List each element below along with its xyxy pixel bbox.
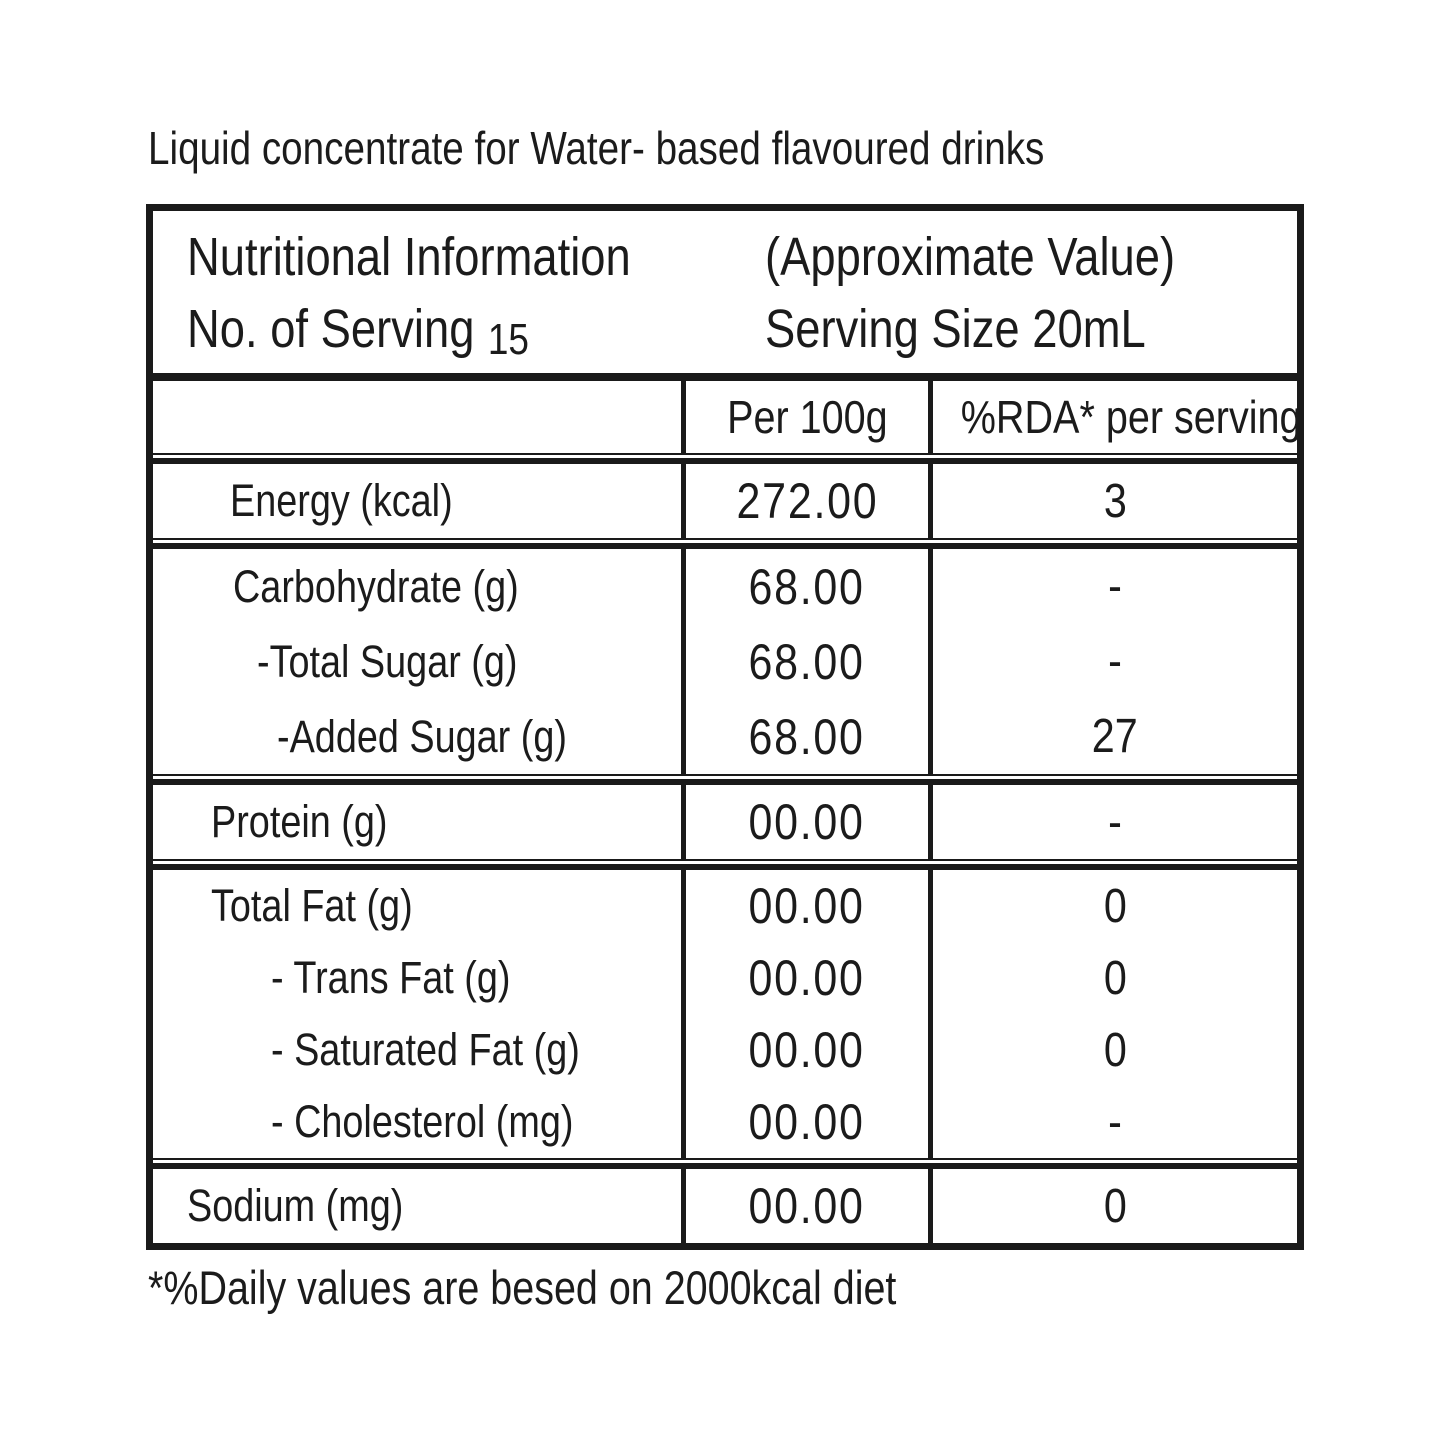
- per100g-value: 00.00: [681, 942, 928, 1014]
- column-header-item: [153, 381, 681, 453]
- per100g-value: 68.00: [681, 624, 928, 699]
- nutrient-label: -Added Sugar (g): [277, 710, 567, 762]
- daily-values-footnote-text: *%Daily values are besed on 2000kcal die…: [148, 1261, 897, 1314]
- rda-value: -: [928, 785, 1297, 859]
- product-description: Liquid concentrate for Water- based flav…: [148, 122, 1215, 174]
- per100g-value: 68.00: [681, 549, 928, 624]
- per100g-value: 00.00: [681, 785, 928, 859]
- nutrient-label: - Saturated Fat (g): [271, 1024, 580, 1075]
- nutrient-label: Total Fat (g): [211, 880, 413, 931]
- product-description-text: Liquid concentrate for Water- based flav…: [148, 122, 1045, 174]
- column-header-rda: %RDA* per serving: [928, 381, 1329, 453]
- table-title-cell: Nutritional Information: [153, 226, 765, 288]
- approx-value-label: (Approximate Value): [765, 227, 1176, 287]
- approx-value-cell: (Approximate Value): [765, 226, 1297, 288]
- rda-value: 0: [928, 1014, 1297, 1086]
- section-carbohydrate: Carbohydrate (g) 68.00 - -Total Sugar (g…: [153, 543, 1297, 776]
- section-sodium: Sodium (mg) 00.00 0: [153, 1163, 1297, 1243]
- rda-value: 0: [928, 942, 1297, 1014]
- table-header-line-2: No. of Serving 15 Serving Size 20mL: [153, 293, 1297, 365]
- servings-cell: No. of Serving 15: [153, 298, 765, 364]
- per100g-value: 00.00: [681, 1086, 928, 1158]
- rda-value: -: [928, 624, 1297, 699]
- rda-value: -: [928, 549, 1297, 624]
- per100g-value: 00.00: [681, 1169, 928, 1243]
- nutrient-label: -Total Sugar (g): [257, 635, 518, 687]
- column-header-per100g: Per 100g: [681, 381, 928, 453]
- table-title: Nutritional Information: [187, 227, 631, 287]
- nutrient-label: - Cholesterol (mg): [271, 1096, 574, 1147]
- section-energy: Energy (kcal) 272.00 3: [153, 458, 1297, 540]
- nutrient-label: Energy (kcal): [230, 475, 453, 526]
- table-header-section: Nutritional Information (Approximate Val…: [153, 211, 1297, 373]
- serving-size-cell: Serving Size 20mL: [765, 298, 1297, 360]
- per100g-value: 00.00: [681, 1014, 928, 1086]
- servings-label: No. of Serving: [187, 299, 475, 359]
- nutrient-label: Carbohydrate (g): [233, 560, 519, 612]
- nutrition-table: Nutritional Information (Approximate Val…: [146, 204, 1304, 1250]
- serving-size-label: Serving Size 20mL: [765, 299, 1146, 359]
- section-fat: Total Fat (g) 00.00 0 - Trans Fat (g) 00…: [153, 864, 1297, 1160]
- rda-value: 27: [928, 699, 1297, 774]
- nutrient-label: Protein (g): [211, 796, 388, 847]
- section-protein: Protein (g) 00.00 -: [153, 779, 1297, 861]
- per100g-value: 272.00: [681, 464, 928, 538]
- nutrient-label: - Trans Fat (g): [271, 952, 511, 1003]
- servings-count: 15: [487, 315, 529, 364]
- column-header-row: Per 100g %RDA* per serving: [153, 373, 1302, 455]
- rda-value: 0: [928, 870, 1297, 942]
- daily-values-footnote: *%Daily values are besed on 2000kcal die…: [148, 1260, 1039, 1315]
- per100g-value: 68.00: [681, 699, 928, 774]
- rda-value: 3: [928, 464, 1297, 538]
- table-header-line-1: Nutritional Information (Approximate Val…: [153, 221, 1297, 293]
- rda-value: -: [928, 1086, 1297, 1158]
- rda-value: 0: [928, 1169, 1297, 1243]
- per100g-value: 00.00: [681, 870, 928, 942]
- nutrient-label: Sodium (mg): [187, 1180, 404, 1231]
